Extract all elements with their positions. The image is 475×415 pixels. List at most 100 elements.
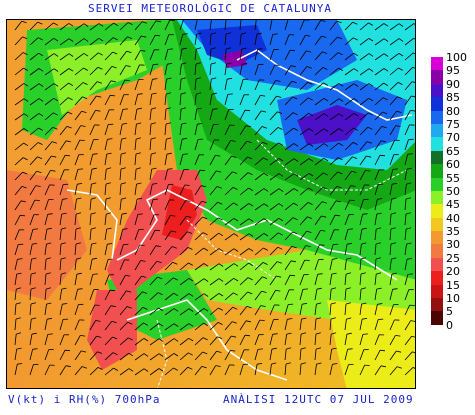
wind-barb — [14, 200, 22, 211]
wind-barb-feather — [150, 137, 156, 140]
wind-barb — [29, 156, 38, 166]
wind-barb-feather — [286, 347, 292, 350]
wind-barb — [59, 126, 68, 136]
wind-barb — [119, 94, 125, 106]
wind-barb-feather — [188, 323, 194, 327]
wind-barb-feather — [218, 293, 224, 297]
wind-barb-feather — [35, 185, 41, 187]
wind-barb-feather — [406, 242, 412, 245]
wind-barb — [59, 229, 62, 241]
wind-barb — [179, 262, 189, 271]
wind-barb — [224, 140, 231, 151]
wind-barb-feather — [263, 203, 269, 207]
wind-barb-feather — [263, 218, 269, 222]
wind-barb — [284, 65, 292, 76]
wind-barb — [89, 23, 100, 31]
wind-barb-feather — [380, 140, 386, 143]
wind-barb — [284, 275, 291, 286]
wind-barb-feather — [382, 97, 388, 101]
legend-row: 35 — [431, 226, 471, 245]
wind-barb-feather — [376, 272, 382, 275]
wind-barb-feather — [16, 272, 22, 275]
legend-row: 100 — [431, 52, 471, 71]
wind-barb-feather — [105, 182, 111, 185]
wind-barb — [209, 124, 214, 136]
legend-label: 60 — [446, 158, 460, 172]
wind-barb — [209, 139, 215, 151]
wind-barb — [269, 261, 278, 271]
wind-barb — [104, 109, 110, 121]
wind-barb — [179, 154, 184, 166]
wind-barb-feather — [181, 62, 187, 65]
wind-barb-feather — [231, 335, 237, 338]
legend-label: 40 — [446, 211, 460, 225]
wind-barb-feather — [136, 107, 142, 110]
wind-barb-feather — [53, 112, 58, 116]
wind-barb — [314, 333, 317, 346]
wind-barb-feather — [167, 63, 173, 65]
wind-barb — [209, 278, 220, 286]
wind-barb — [44, 83, 55, 91]
wind-barb-feather — [231, 321, 237, 324]
wind-barb-feather — [405, 212, 411, 215]
wind-barb — [389, 319, 395, 331]
wind-barb-feather — [323, 113, 329, 117]
wind-barb — [104, 124, 109, 136]
legend-swatch — [431, 298, 443, 312]
wind-barb-feather — [276, 261, 282, 264]
wind-barb-feather — [62, 303, 68, 305]
wind-barb — [269, 304, 275, 316]
wind-barb — [149, 245, 157, 256]
wind-barb — [404, 95, 412, 106]
wind-barb — [29, 21, 38, 31]
wind-barb — [194, 308, 205, 316]
wind-barb — [59, 274, 62, 286]
wind-barb-feather — [173, 353, 179, 357]
wind-barb — [329, 200, 337, 211]
wind-barb — [59, 243, 62, 256]
wind-barb-feather — [216, 170, 222, 173]
wind-barb-feather — [217, 336, 223, 339]
wind-barb — [89, 229, 92, 241]
wind-barb — [404, 124, 410, 136]
wind-barb-feather — [323, 128, 329, 132]
wind-barb-feather — [331, 347, 337, 350]
wind-barb-feather — [227, 77, 233, 80]
wind-barb-feather — [173, 308, 179, 312]
wind-barb-feather — [383, 38, 389, 42]
wind-barb-feather — [271, 347, 277, 350]
wind-barb-feather — [157, 276, 163, 280]
wind-barb — [224, 49, 227, 61]
wind-barb — [209, 365, 217, 376]
legend-label: 30 — [446, 238, 460, 252]
wind-barb-feather — [395, 335, 401, 337]
wind-barb-feather — [37, 156, 43, 160]
wind-barb — [74, 319, 80, 331]
wind-barb-feather — [276, 275, 282, 278]
wind-barb — [74, 289, 78, 301]
wind-barb-feather — [53, 22, 58, 26]
wind-barb-feather — [135, 152, 141, 155]
wind-barb-feather — [407, 273, 413, 275]
wind-barb — [269, 275, 277, 286]
wind-barb-feather — [352, 142, 358, 145]
wind-barb — [359, 155, 367, 166]
wind-barb — [179, 293, 190, 301]
wind-barb-feather — [293, 188, 299, 192]
wind-barb — [164, 154, 168, 166]
wind-barb — [344, 274, 347, 286]
wind-barb — [104, 66, 113, 76]
wind-barb-feather — [306, 66, 312, 69]
wind-barb — [44, 97, 54, 106]
legend-row: 90 — [431, 79, 471, 98]
wind-barb-feather — [96, 95, 102, 98]
wind-barb-feather — [346, 317, 352, 320]
wind-barb — [104, 352, 114, 361]
wind-barb — [389, 139, 396, 151]
wind-barb — [314, 35, 322, 46]
wind-barb-feather — [248, 187, 254, 191]
wind-barb-feather — [203, 322, 209, 326]
wind-barb-feather — [32, 243, 38, 245]
wind-barb-feather — [22, 171, 28, 175]
wind-barb-feather — [77, 288, 83, 290]
